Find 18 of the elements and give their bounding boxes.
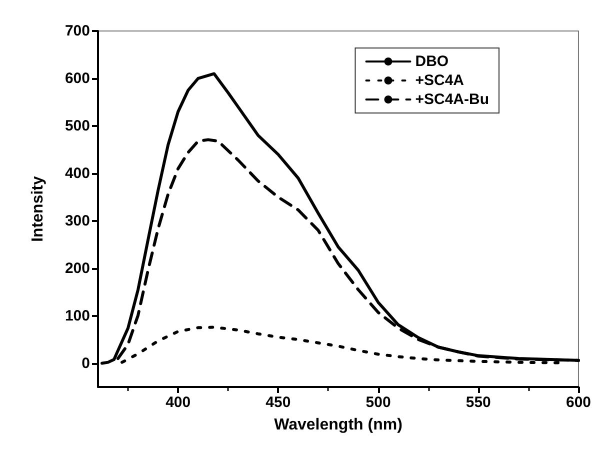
y-tick-label: 600 [64, 70, 90, 87]
y-tick-label: 200 [64, 260, 90, 277]
x-tick-label: 550 [466, 394, 491, 411]
x-tick-label: 450 [266, 394, 291, 411]
legend-label: +SC4A [415, 72, 464, 89]
x-tick-label: 500 [366, 394, 391, 411]
x-axis-title: Wavelength (nm) [274, 416, 402, 434]
y-tick-label: 0 [82, 354, 90, 372]
legend-label: +SC4A-Bu [415, 91, 490, 108]
y-tick-label: 700 [64, 22, 90, 40]
y-tick-label: 100 [64, 307, 90, 324]
y-tick-label: 400 [64, 164, 90, 182]
x-tick-label: 400 [166, 394, 191, 411]
x-tick-label: 600 [566, 394, 591, 411]
y-axis-title: Intensity [30, 176, 46, 242]
y-tick-label: 500 [64, 117, 90, 134]
y-tick-label: 300 [64, 212, 90, 230]
legend-label: DBO [415, 53, 449, 70]
